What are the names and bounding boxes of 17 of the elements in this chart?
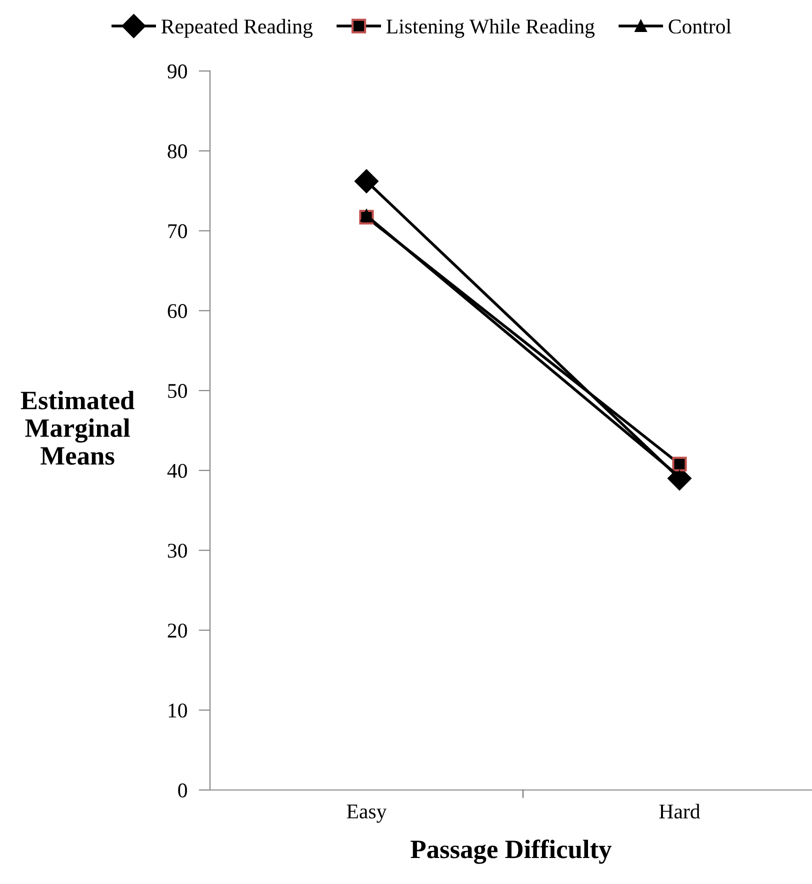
legend-label: Listening While Reading xyxy=(386,18,595,38)
y-axis-title: Estimated Marginal Means xyxy=(20,390,134,465)
legend-label: Control xyxy=(668,18,732,34)
y-tick-label: 60 xyxy=(168,304,187,318)
y-tick-label: 70 xyxy=(168,224,187,238)
y-tick-label: 30 xyxy=(168,544,187,558)
y-tick-label: 80 xyxy=(168,144,187,158)
y-tick-label: 20 xyxy=(168,624,187,638)
y-tick-label: 50 xyxy=(168,384,187,398)
x-axis-title: Passage Difficulty xyxy=(410,839,612,864)
x-tick-label: Hard xyxy=(659,804,700,819)
y-tick-label: 10 xyxy=(168,703,187,718)
x-tick-label: Easy xyxy=(346,804,387,823)
y-tick-label: 40 xyxy=(167,464,187,478)
legend-label: Repeated Reading xyxy=(161,18,313,38)
y-tick-label: 0 xyxy=(178,783,187,798)
y-tick-label: 90 xyxy=(168,64,187,78)
